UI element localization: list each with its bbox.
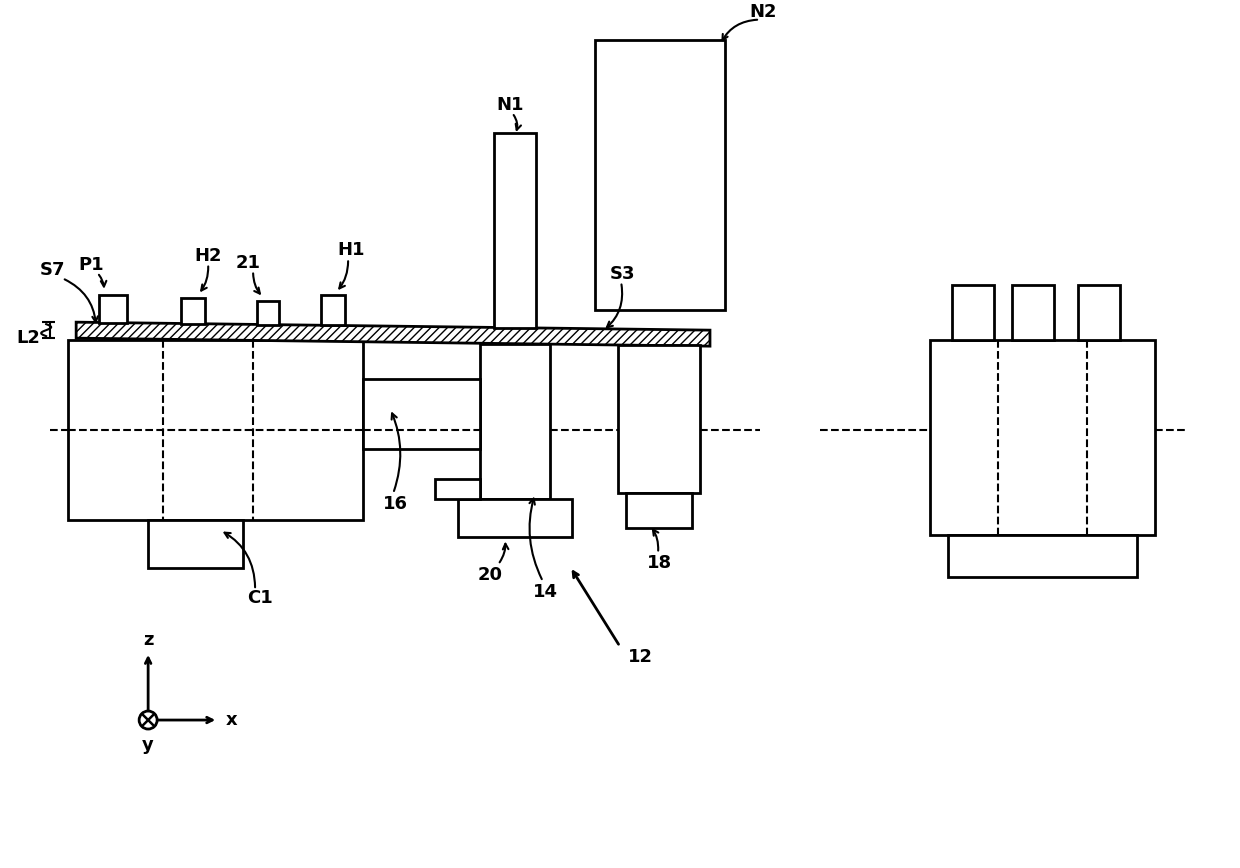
Bar [480, 344, 551, 498]
Bar [321, 295, 345, 326]
Bar [595, 40, 725, 310]
Text: C1: C1 [247, 589, 273, 607]
Bar [363, 378, 480, 449]
Bar [257, 300, 279, 325]
Text: H1: H1 [337, 241, 365, 260]
Text: 14: 14 [532, 582, 558, 601]
Text: x: x [226, 711, 237, 729]
Bar [458, 498, 572, 536]
Text: z: z [143, 631, 154, 649]
Bar [1012, 286, 1054, 340]
Text: 16: 16 [383, 495, 408, 513]
Bar [99, 294, 128, 323]
Bar [618, 345, 699, 493]
Text: 21: 21 [236, 253, 260, 272]
Text: S3: S3 [610, 265, 636, 283]
Bar [68, 340, 363, 520]
Text: N1: N1 [496, 95, 523, 114]
Polygon shape [76, 322, 711, 346]
Text: N2: N2 [749, 3, 776, 21]
Bar [626, 493, 692, 529]
Text: 18: 18 [647, 555, 672, 572]
Bar [148, 520, 243, 568]
Text: L2: L2 [16, 329, 40, 347]
Bar [930, 340, 1154, 535]
Bar [435, 478, 480, 498]
Bar [494, 133, 536, 328]
Circle shape [139, 711, 157, 729]
Bar [952, 286, 994, 340]
Bar [947, 535, 1137, 577]
Bar [181, 298, 205, 324]
Text: 12: 12 [627, 648, 652, 666]
Text: 20: 20 [477, 566, 502, 583]
Bar [1078, 286, 1120, 340]
Text: y: y [143, 736, 154, 754]
Text: H2: H2 [195, 247, 222, 265]
Text: P1: P1 [78, 256, 104, 273]
Text: S7: S7 [40, 261, 64, 279]
